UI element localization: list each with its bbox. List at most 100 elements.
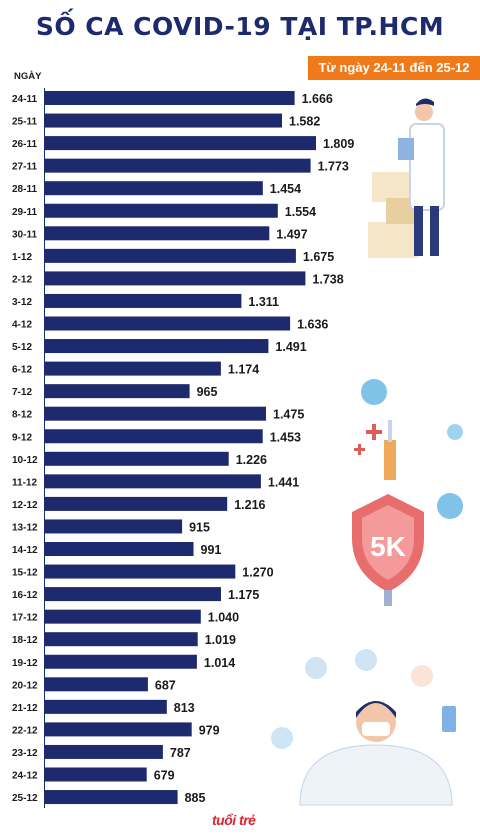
bar-value-label: 1.454 <box>270 182 301 196</box>
virus-icon <box>437 493 463 519</box>
bar <box>45 451 229 466</box>
tuoi-tre-logo: tuổi trẻ <box>212 812 256 828</box>
y-tick-label: 20-12 <box>12 680 38 691</box>
y-tick-label: 5-12 <box>12 342 32 353</box>
y-tick-label: 22-12 <box>12 725 38 736</box>
bar <box>45 767 147 782</box>
bar <box>45 203 278 218</box>
bars-group: 24-11 1.666 25-11 1.582 26-11 1.809 27-11 1.773… <box>12 91 354 805</box>
bar <box>45 474 261 489</box>
page-title: SỐ CA COVID-19 TẠI TP.HCM <box>35 12 445 41</box>
bar-value-label: 1.311 <box>248 295 279 309</box>
y-tick-label: 21-12 <box>12 703 38 714</box>
y-tick-label: 24-11 <box>12 94 37 105</box>
bar <box>45 609 201 624</box>
box-icon <box>368 222 418 258</box>
bar-value-label: 1.175 <box>228 588 259 602</box>
bar <box>45 181 263 196</box>
y-tick-label: 27-11 <box>12 162 37 173</box>
phone-icon <box>442 706 456 732</box>
y-tick-label: 18-12 <box>12 635 38 646</box>
hands-icon <box>411 665 433 687</box>
clipboard-icon <box>398 138 414 160</box>
bar-value-label: 1.475 <box>273 408 304 422</box>
bar <box>45 677 148 692</box>
y-tick-label: 19-12 <box>12 658 38 669</box>
bar <box>45 248 296 263</box>
y-tick-label: 8-12 <box>12 410 32 421</box>
virus-icon <box>447 424 463 440</box>
y-tick-label: 11-12 <box>12 477 37 488</box>
y-tick-label: 16-12 <box>12 590 38 601</box>
y-tick-label: 23-12 <box>12 748 38 759</box>
bar-value-label: 1.441 <box>268 475 299 489</box>
bar-value-label: 1.675 <box>303 250 334 264</box>
bar-value-label: 1.491 <box>275 340 306 354</box>
y-tick-label: 7-12 <box>12 387 32 398</box>
y-tick-label: 15-12 <box>12 568 38 579</box>
bar-value-label: 1.809 <box>323 137 354 151</box>
bar-value-label: 979 <box>199 723 220 737</box>
y-tick-label: 30-11 <box>12 229 37 240</box>
y-tick-label: 12-12 <box>12 500 38 511</box>
bar <box>45 91 295 105</box>
bar-value-label: 813 <box>174 701 195 715</box>
bar-value-label: 1.773 <box>318 160 349 174</box>
people-icon <box>355 649 377 671</box>
y-tick-label: 24-12 <box>12 771 38 782</box>
virus-icon <box>361 379 387 405</box>
bar <box>45 226 270 241</box>
bar-value-label: 1.019 <box>205 633 236 647</box>
bar <box>45 699 167 714</box>
bar <box>45 564 236 579</box>
bar-value-label: 1.666 <box>302 92 333 106</box>
bar <box>45 632 198 647</box>
bar-value-label: 787 <box>170 746 191 760</box>
bar-value-label: 1.216 <box>234 498 265 512</box>
bar-value-label: 687 <box>155 678 176 692</box>
bar-value-label: 1.453 <box>270 430 301 444</box>
bar-value-label: 1.014 <box>204 656 235 670</box>
y-axis-title: NGÀY <box>14 71 42 82</box>
bar <box>45 113 282 128</box>
five-k-emblem: 5K <box>370 531 406 562</box>
bar <box>45 316 291 331</box>
y-tick-label: 17-12 <box>12 613 38 624</box>
plus-icon <box>354 444 365 455</box>
y-tick-label: 9-12 <box>12 432 32 443</box>
bar-value-label: 1.226 <box>236 453 267 467</box>
bar-value-label: 965 <box>197 385 218 399</box>
bar <box>45 136 316 151</box>
y-tick-label: 25-12 <box>12 793 38 804</box>
doctor-bottom-illustration <box>271 649 456 806</box>
vaccine-illustration: 5K <box>352 379 463 606</box>
people-icon <box>305 657 327 679</box>
people-icon <box>271 727 293 749</box>
face-mask-icon <box>362 722 390 736</box>
bar-value-label: 1.497 <box>276 227 307 241</box>
y-tick-label: 10-12 <box>12 455 38 466</box>
bar <box>45 271 306 286</box>
bar <box>45 587 221 602</box>
y-tick-label: 25-11 <box>12 117 37 128</box>
y-tick-label: 13-12 <box>12 522 38 533</box>
bar-value-label: 1.270 <box>242 566 273 580</box>
bar <box>45 158 311 173</box>
doctor-illustration <box>368 98 445 258</box>
bar-value-label: 1.636 <box>297 318 328 332</box>
bar <box>45 293 242 308</box>
bar-value-label: 1.554 <box>285 205 316 219</box>
bar <box>45 406 266 421</box>
bar-value-label: 679 <box>154 769 175 783</box>
bar-value-label: 1.040 <box>208 611 239 625</box>
y-tick-label: 29-11 <box>12 207 37 218</box>
bar-value-label: 1.174 <box>228 363 259 377</box>
bar-value-label: 1.738 <box>312 272 343 286</box>
bar-value-label: 991 <box>201 543 222 557</box>
y-tick-label: 14-12 <box>12 545 38 556</box>
bar-value-label: 1.582 <box>289 115 320 129</box>
plus-icon <box>366 424 382 440</box>
bar <box>45 722 192 737</box>
bar-value-label: 885 <box>185 791 206 805</box>
